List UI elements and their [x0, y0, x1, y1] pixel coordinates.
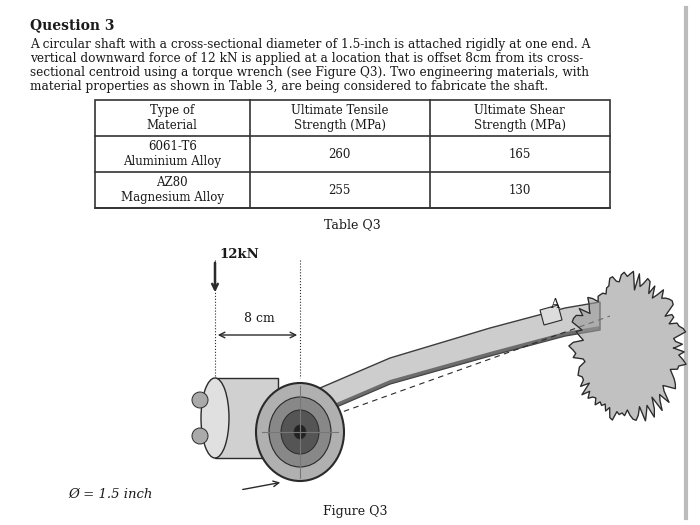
Text: material properties as shown in Table 3, are being considered to fabricate the s: material properties as shown in Table 3,… — [30, 80, 548, 93]
Ellipse shape — [294, 425, 306, 439]
Ellipse shape — [192, 428, 208, 444]
Text: Table Q3: Table Q3 — [324, 218, 381, 231]
Text: 6061-T6
Aluminium Alloy: 6061-T6 Aluminium Alloy — [123, 140, 221, 168]
Ellipse shape — [201, 378, 229, 458]
Text: Ultimate Shear
Strength (MPa): Ultimate Shear Strength (MPa) — [474, 104, 566, 132]
Text: 260: 260 — [328, 148, 351, 161]
Bar — [95, 100, 610, 208]
Ellipse shape — [269, 397, 331, 467]
Text: Type of
Material: Type of Material — [147, 104, 197, 132]
Polygon shape — [540, 305, 562, 325]
Text: A: A — [550, 298, 559, 311]
Ellipse shape — [256, 383, 344, 481]
Polygon shape — [569, 271, 686, 421]
Text: 12kN: 12kN — [219, 248, 259, 261]
Text: AZ80
Magnesium Alloy: AZ80 Magnesium Alloy — [120, 176, 224, 204]
Text: 255: 255 — [328, 184, 351, 196]
Polygon shape — [215, 378, 278, 458]
Text: sectional centroid using a torque wrench (see Figure Q3). Two engineering materi: sectional centroid using a torque wrench… — [30, 66, 589, 79]
Polygon shape — [278, 302, 600, 448]
Polygon shape — [278, 326, 600, 448]
Text: Ø = 1.5 inch: Ø = 1.5 inch — [68, 488, 153, 501]
Text: vertical downward force of 12 kN is applied at a location that is offset 8cm fro: vertical downward force of 12 kN is appl… — [30, 52, 583, 65]
Text: 165: 165 — [509, 148, 531, 161]
Text: Ultimate Tensile
Strength (MPa): Ultimate Tensile Strength (MPa) — [291, 104, 389, 132]
Ellipse shape — [192, 392, 208, 408]
Text: 8 cm: 8 cm — [244, 312, 274, 325]
Text: 130: 130 — [509, 184, 531, 196]
Ellipse shape — [281, 410, 319, 454]
Text: Question 3: Question 3 — [30, 18, 115, 32]
Text: A circular shaft with a cross-sectional diameter of 1.5-inch is attached rigidly: A circular shaft with a cross-sectional … — [30, 38, 590, 51]
Text: Figure Q3: Figure Q3 — [323, 505, 387, 518]
